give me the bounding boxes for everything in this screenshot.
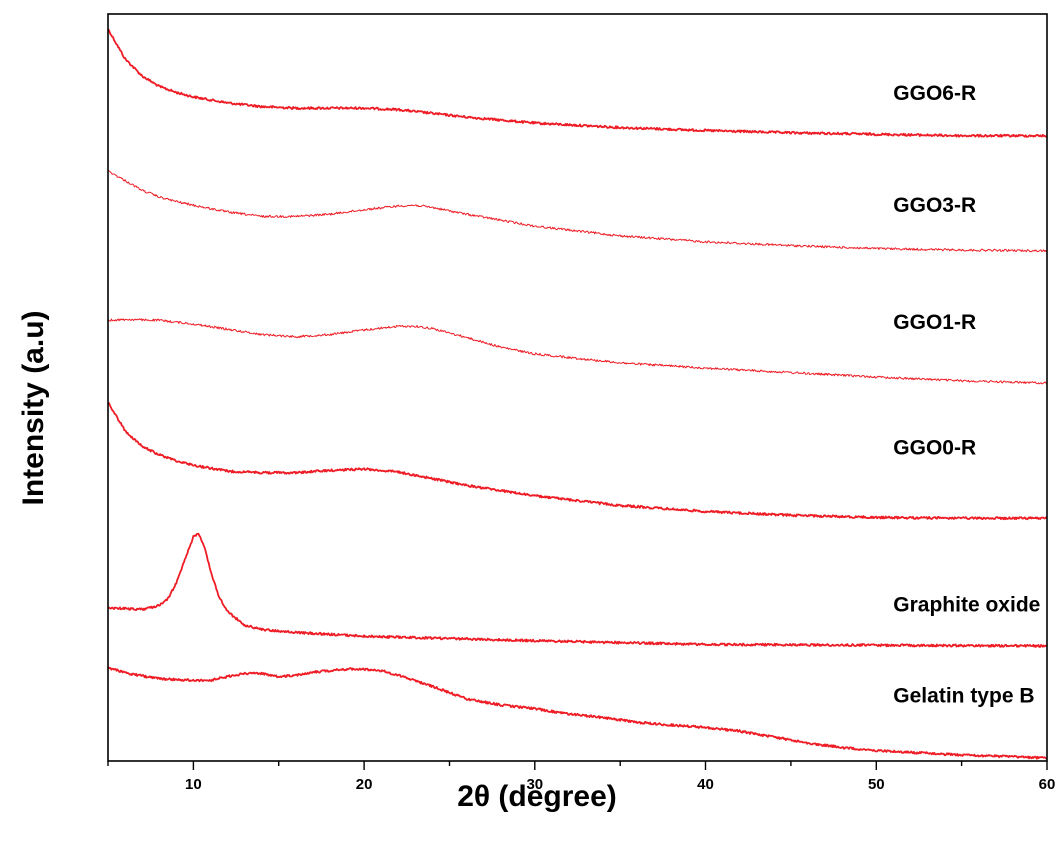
annotation-layer: GGO6-R GGO3-R GGO1-R GGO0-R Graphite oxide Ge… [893, 82, 1040, 708]
curve-label-ggo0-r: GGO0-R [893, 437, 976, 460]
series-line-ggo1-r [107, 318, 1048, 385]
series-layer [107, 28, 1048, 760]
series-line-ggo0-r [107, 401, 1048, 521]
curve-label-ggo1-r: GGO1-R [893, 311, 976, 334]
x-tick-label-40: 40 [697, 776, 714, 793]
x-tick-label-20: 20 [356, 776, 373, 793]
x-tick-label-60: 60 [1039, 776, 1056, 793]
plot-frame [107, 13, 1048, 762]
series-line-ggo6-r [107, 28, 1048, 138]
series-line-ggo3-r [107, 169, 1048, 253]
series-line-gelatin-type-b [107, 666, 1048, 760]
x-axis-label: 2θ (degree) [457, 780, 617, 813]
curve-label-ggo6-r: GGO6-R [893, 82, 976, 105]
y-axis-label: Intensity (a.u) [17, 310, 50, 505]
x-tick-label-50: 50 [868, 776, 885, 793]
x-tick-label-10: 10 [185, 776, 202, 793]
curve-label-gelatin-type-b: Gelatin type B [893, 685, 1034, 708]
curve-label-graphite-oxide: Graphite oxide [893, 594, 1040, 617]
curve-label-ggo3-r: GGO3-R [893, 194, 976, 217]
series-line-graphite-oxide [107, 532, 1048, 648]
x-tick-layer: 10 20 30 40 50 60 [107, 761, 1056, 793]
x-tick-label-30: 30 [526, 776, 543, 793]
